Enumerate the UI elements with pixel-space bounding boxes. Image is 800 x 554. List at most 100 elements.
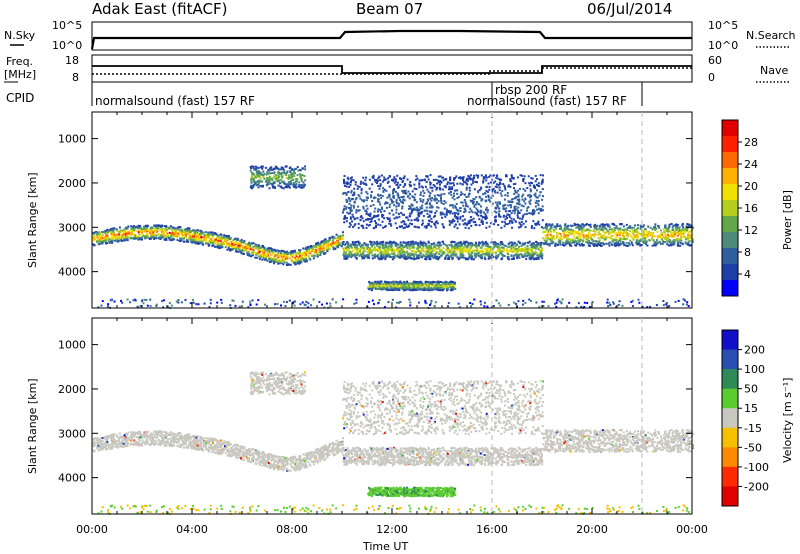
power-cell <box>418 287 421 290</box>
power-cell <box>229 248 232 251</box>
power-cell <box>362 199 365 202</box>
power-cell <box>498 246 501 249</box>
power-cell <box>459 215 462 218</box>
power-cell <box>115 234 118 237</box>
power-cell <box>437 175 440 178</box>
power-cell <box>500 241 503 244</box>
power-cell <box>395 208 398 211</box>
power-cell <box>371 257 374 260</box>
power-cell <box>448 185 451 188</box>
power-cell <box>390 246 393 249</box>
power-cell <box>386 177 389 180</box>
power-cell <box>206 242 209 245</box>
power-cell <box>344 257 347 260</box>
power-cell <box>300 261 303 264</box>
power-cell <box>307 248 310 251</box>
power-cell <box>295 180 298 183</box>
power-cell <box>392 188 395 191</box>
power-cell <box>523 213 526 216</box>
freq-right-tick-bottom: 0 <box>708 71 715 84</box>
power-cell <box>127 230 130 233</box>
power-cell <box>302 247 305 250</box>
power-cell <box>444 282 447 285</box>
power-cell <box>176 238 179 241</box>
power-cell <box>526 250 529 253</box>
power-cell <box>345 200 348 203</box>
power-cell <box>385 287 388 290</box>
power-cell <box>92 235 95 238</box>
power-cell <box>429 186 432 189</box>
power-cell <box>435 257 438 260</box>
power-cell <box>427 219 430 222</box>
power-cell <box>319 254 322 257</box>
power-cell <box>517 248 520 251</box>
power-cell <box>454 223 457 226</box>
power-cell <box>445 208 448 211</box>
power-cell <box>412 246 415 249</box>
power-cell <box>405 284 408 287</box>
power-cell <box>429 174 432 177</box>
power-cell <box>250 171 253 174</box>
power-cell <box>343 257 346 260</box>
power-cell <box>509 241 512 244</box>
power-cell <box>453 198 456 201</box>
power-cell <box>464 181 467 184</box>
power-cell <box>469 178 472 181</box>
power-cell <box>121 233 124 236</box>
power-cell <box>402 254 405 257</box>
power-cell <box>679 244 682 247</box>
power-cell <box>388 281 391 284</box>
power-cell <box>367 248 370 251</box>
power-cell <box>373 214 376 217</box>
power-cell <box>376 282 379 285</box>
power-cell <box>400 178 403 181</box>
power-cell <box>411 208 414 211</box>
power-cell <box>287 185 290 188</box>
power-cell <box>190 236 193 239</box>
power-cell <box>421 284 424 287</box>
power-cell <box>540 207 543 210</box>
power-cell <box>295 186 298 189</box>
power-cell <box>185 230 188 233</box>
power-cell <box>431 197 434 200</box>
power-cell <box>299 175 302 178</box>
power-cell <box>476 247 479 250</box>
power-cell <box>396 281 399 284</box>
power-cell <box>257 186 260 189</box>
power-cell <box>454 244 457 247</box>
power-cell <box>412 242 415 245</box>
power-cell <box>473 254 476 257</box>
power-cell <box>257 183 260 186</box>
power-cell <box>519 249 522 252</box>
power-cell <box>425 246 428 249</box>
power-cell <box>200 240 203 243</box>
power-cell <box>387 180 390 183</box>
power-cell <box>357 226 360 229</box>
power-cell <box>120 239 123 242</box>
power-cell <box>404 182 407 185</box>
power-cell <box>449 204 452 207</box>
power-cell <box>449 221 452 224</box>
power-cell <box>500 226 503 229</box>
power-cell <box>507 242 510 245</box>
power-cell <box>149 232 152 235</box>
power-cell <box>416 286 419 289</box>
power-cell <box>332 241 335 244</box>
power-cell <box>380 206 383 209</box>
power-cell <box>277 175 280 178</box>
power-cell <box>277 262 280 265</box>
power-cell <box>271 179 274 182</box>
power-cell <box>101 231 104 234</box>
power-cell <box>218 243 221 246</box>
power-cell <box>411 282 414 285</box>
power-cell <box>105 232 108 235</box>
power-cell <box>534 180 537 183</box>
power-cell <box>271 259 274 262</box>
power-cell <box>359 246 362 249</box>
power-cell <box>442 203 445 206</box>
power-cell <box>272 186 275 189</box>
power-cell <box>407 253 410 256</box>
power-cell <box>397 243 400 246</box>
power-cell <box>431 288 434 291</box>
power-cell <box>376 200 379 203</box>
